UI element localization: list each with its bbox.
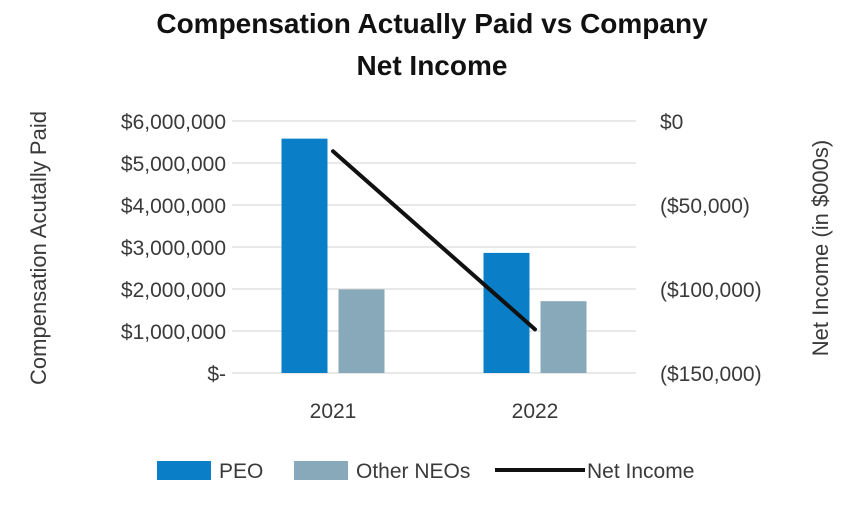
left-axis-label: Compensation Acutally Paid: [26, 111, 51, 385]
category-label: 2021: [310, 400, 357, 423]
left-tick-label: $2,000,000: [121, 279, 226, 302]
left-axis-tick-labels: $- $1,000,000 $2,000,000 $3,000,000 $4,000,0…: [121, 111, 226, 386]
legend-label-peo: PEO: [219, 460, 263, 483]
bar-peo-2021: [281, 138, 328, 373]
right-axis-label: Net Income (in $000s): [808, 140, 833, 356]
chart-title-line-2: Net Income: [357, 50, 508, 81]
legend-swatch-other-neos: [294, 461, 348, 480]
right-axis-tick-labels: $0 ($50,000) ($100,000) ($150,000): [660, 111, 762, 386]
category-label: 2022: [512, 400, 559, 423]
right-tick-label: ($150,000): [660, 363, 762, 386]
left-tick-label: $4,000,000: [121, 195, 226, 218]
right-tick-label: ($50,000): [660, 195, 750, 218]
bar-other-neos-2022: [540, 301, 587, 373]
right-tick-label: ($100,000): [660, 279, 762, 302]
bars: [281, 138, 587, 373]
chart-title-line-1: Compensation Actually Paid vs Company: [156, 8, 708, 39]
category-labels: 2021 2022: [310, 400, 559, 423]
legend-label-other-neos: Other NEOs: [356, 460, 470, 483]
left-tick-label: $5,000,000: [121, 153, 226, 176]
right-tick-label: $0: [660, 111, 683, 134]
legend: PEO Other NEOs Net Income: [157, 460, 694, 483]
net-income-line-group: [331, 149, 537, 332]
left-tick-label: $6,000,000: [121, 111, 226, 134]
left-tick-label: $-: [207, 363, 226, 386]
left-tick-label: $1,000,000: [121, 321, 226, 344]
bar-peo-2022: [483, 252, 530, 373]
legend-label-net-income: Net Income: [587, 460, 694, 483]
left-tick-label: $3,000,000: [121, 237, 226, 260]
net-income-line: [331, 149, 537, 332]
legend-swatch-peo: [157, 461, 211, 480]
bar-other-neos-2021: [338, 289, 385, 373]
